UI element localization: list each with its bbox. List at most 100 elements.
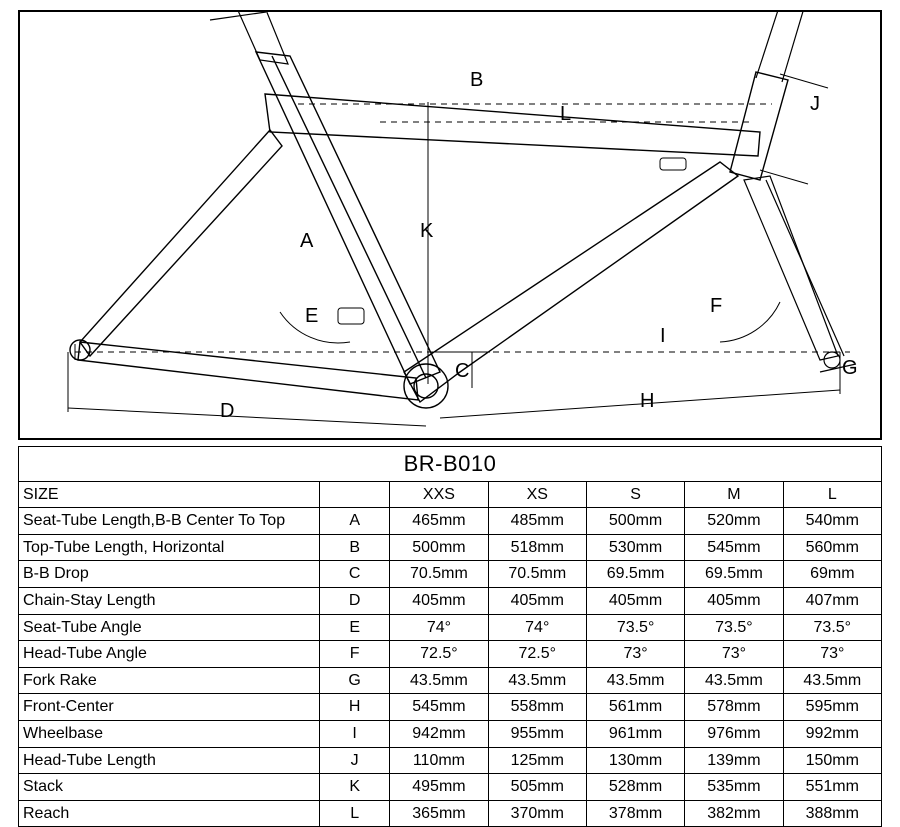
row-value: 70.5mm — [488, 561, 586, 588]
label-E: E — [305, 305, 318, 327]
key-header — [320, 481, 390, 508]
row-value: 370mm — [488, 800, 586, 827]
row-value: 72.5° — [390, 641, 488, 668]
row-value: 561mm — [586, 694, 684, 721]
table-title-row: BR-B010 — [19, 447, 882, 482]
row-value: 578mm — [685, 694, 783, 721]
table-row: Seat-Tube Length,B-B Center To TopA465mm… — [19, 508, 882, 535]
row-value: 465mm — [390, 508, 488, 535]
row-value: 69.5mm — [586, 561, 684, 588]
row-value: 74° — [488, 614, 586, 641]
row-label: Stack — [19, 774, 320, 801]
row-value: 110mm — [390, 747, 488, 774]
row-value: 495mm — [390, 774, 488, 801]
row-label: Front-Center — [19, 694, 320, 721]
row-value: 382mm — [685, 800, 783, 827]
row-value: 505mm — [488, 774, 586, 801]
table-row: Fork RakeG43.5mm43.5mm43.5mm43.5mm43.5mm — [19, 667, 882, 694]
row-label: B-B Drop — [19, 561, 320, 588]
table-row: WheelbaseI942mm955mm961mm976mm992mm — [19, 721, 882, 748]
row-value: 500mm — [586, 508, 684, 535]
size-col-0: XXS — [390, 481, 488, 508]
row-value: 43.5mm — [685, 667, 783, 694]
row-value: 43.5mm — [488, 667, 586, 694]
label-A: A — [300, 230, 314, 252]
geometry-table-body: BR-B010 SIZE XXS XS S M L Seat-Tube Leng… — [19, 447, 882, 827]
row-key: F — [320, 641, 390, 668]
row-value: 485mm — [488, 508, 586, 535]
row-value: 73° — [586, 641, 684, 668]
row-value: 72.5° — [488, 641, 586, 668]
row-value: 73.5° — [586, 614, 684, 641]
row-value: 43.5mm — [586, 667, 684, 694]
row-key: L — [320, 800, 390, 827]
table-row: Front-CenterH545mm558mm561mm578mm595mm — [19, 694, 882, 721]
row-value: 405mm — [488, 588, 586, 615]
row-value: 992mm — [783, 721, 881, 748]
row-value: 500mm — [390, 534, 488, 561]
row-value: 139mm — [685, 747, 783, 774]
label-H: H — [640, 390, 654, 412]
row-value: 955mm — [488, 721, 586, 748]
row-value: 73.5° — [783, 614, 881, 641]
size-header: SIZE — [19, 481, 320, 508]
row-label: Wheelbase — [19, 721, 320, 748]
table-row: Seat-Tube AngleE74°74°73.5°73.5°73.5° — [19, 614, 882, 641]
row-value: 73.5° — [685, 614, 783, 641]
row-value: 73° — [685, 641, 783, 668]
row-value: 405mm — [586, 588, 684, 615]
table-row: B-B DropC70.5mm70.5mm69.5mm69.5mm69mm — [19, 561, 882, 588]
row-value: 74° — [390, 614, 488, 641]
row-label: Head-Tube Length — [19, 747, 320, 774]
row-key: J — [320, 747, 390, 774]
row-value: 560mm — [783, 534, 881, 561]
row-value: 551mm — [783, 774, 881, 801]
row-key: H — [320, 694, 390, 721]
row-value: 528mm — [586, 774, 684, 801]
table-row: Chain-Stay LengthD405mm405mm405mm405mm40… — [19, 588, 882, 615]
row-label: Chain-Stay Length — [19, 588, 320, 615]
row-key: B — [320, 534, 390, 561]
label-I: I — [660, 325, 666, 347]
label-D: D — [220, 400, 234, 422]
row-value: 407mm — [783, 588, 881, 615]
label-K: K — [420, 220, 434, 242]
row-value: 69.5mm — [685, 561, 783, 588]
row-value: 961mm — [586, 721, 684, 748]
row-value: 150mm — [783, 747, 881, 774]
size-col-3: M — [685, 481, 783, 508]
label-F: F — [710, 295, 722, 317]
row-label: Fork Rake — [19, 667, 320, 694]
table-header-row: SIZE XXS XS S M L — [19, 481, 882, 508]
row-value: 73° — [783, 641, 881, 668]
size-col-2: S — [586, 481, 684, 508]
row-value: 365mm — [390, 800, 488, 827]
row-value: 520mm — [685, 508, 783, 535]
row-key: K — [320, 774, 390, 801]
size-col-1: XS — [488, 481, 586, 508]
model-title: BR-B010 — [19, 447, 882, 482]
row-value: 378mm — [586, 800, 684, 827]
row-value: 545mm — [390, 694, 488, 721]
row-value: 405mm — [685, 588, 783, 615]
row-value: 558mm — [488, 694, 586, 721]
row-key: A — [320, 508, 390, 535]
row-label: Top-Tube Length, Horizontal — [19, 534, 320, 561]
table-row: Head-Tube LengthJ110mm125mm130mm139mm150… — [19, 747, 882, 774]
row-value: 595mm — [783, 694, 881, 721]
row-label: Seat-Tube Angle — [19, 614, 320, 641]
table-row: Head-Tube AngleF72.5°72.5°73°73°73° — [19, 641, 882, 668]
row-value: 130mm — [586, 747, 684, 774]
label-J: J — [810, 93, 820, 115]
geometry-diagram: A B C D E F G H I J K L — [18, 10, 882, 440]
label-C: C — [455, 360, 469, 382]
row-label: Head-Tube Angle — [19, 641, 320, 668]
bike-frame-svg: A B C D E F G H I J K L — [20, 12, 880, 438]
row-value: 976mm — [685, 721, 783, 748]
label-B: B — [470, 69, 483, 91]
row-value: 69mm — [783, 561, 881, 588]
row-value: 535mm — [685, 774, 783, 801]
label-G: G — [842, 357, 858, 379]
row-value: 518mm — [488, 534, 586, 561]
geometry-table: BR-B010 SIZE XXS XS S M L Seat-Tube Leng… — [18, 446, 882, 827]
